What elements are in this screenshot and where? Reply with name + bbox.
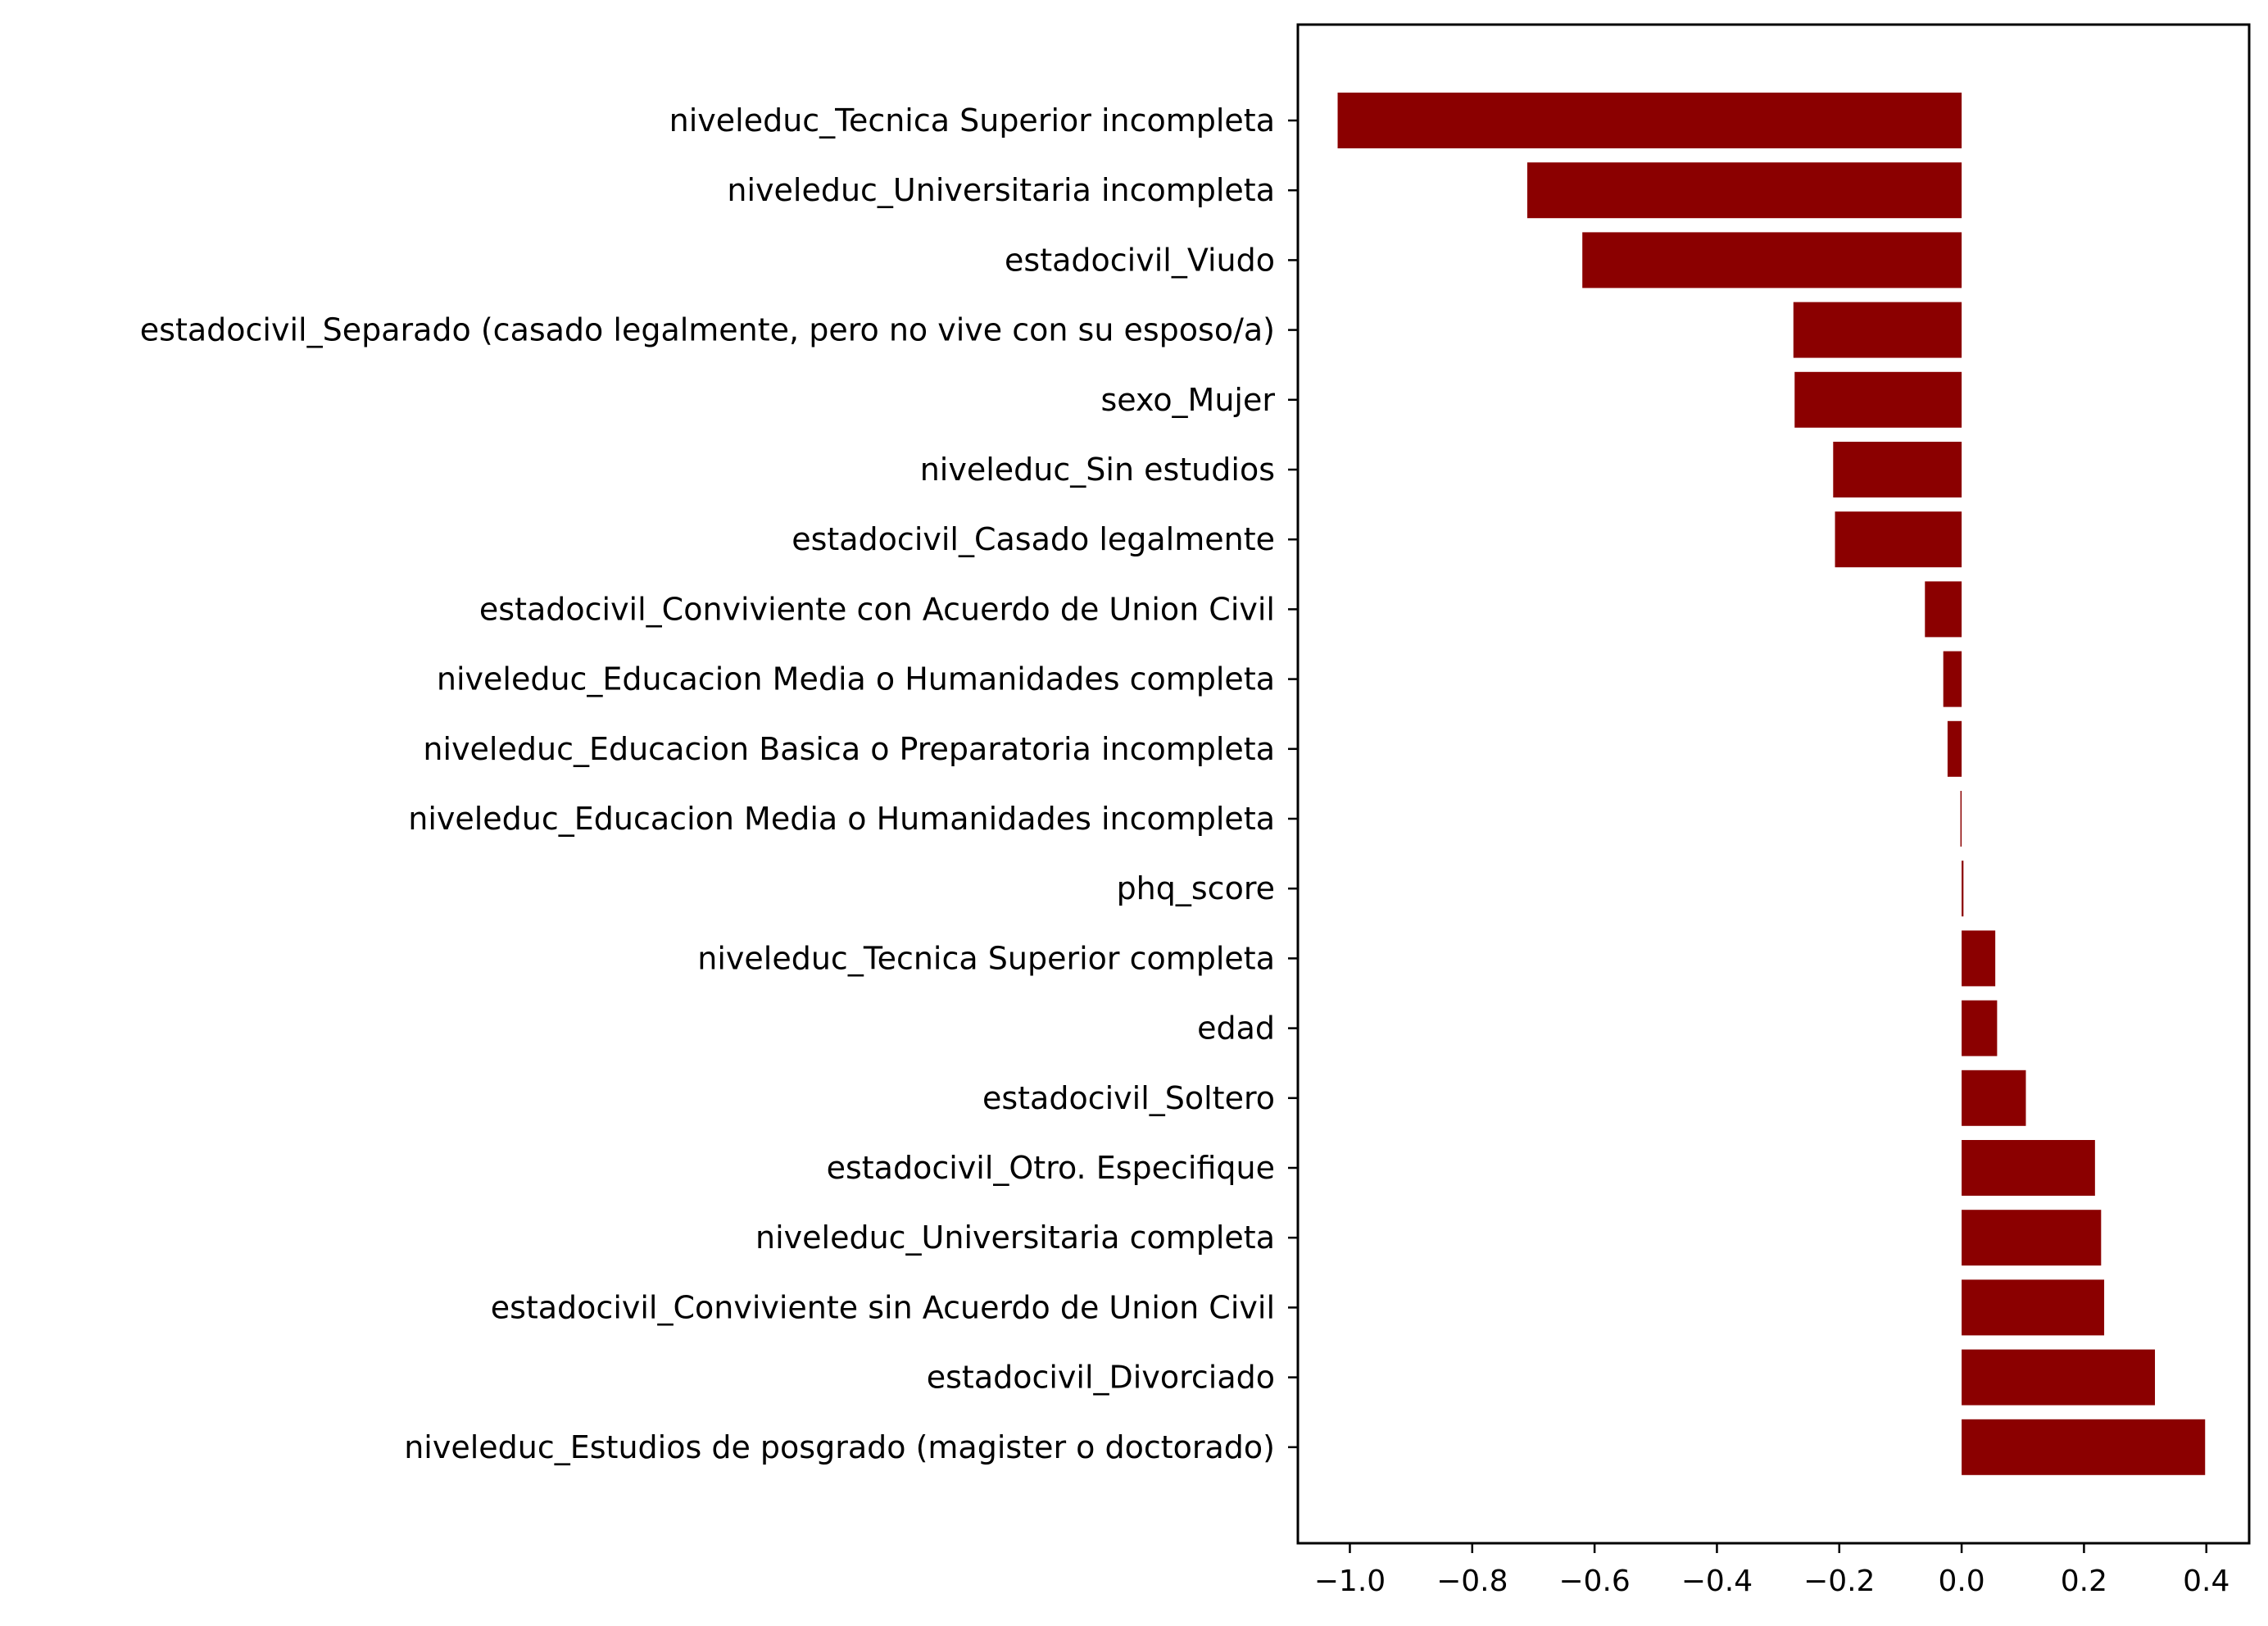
y-tick-label: niveleduc_Universitaria completa bbox=[755, 1220, 1275, 1256]
x-tick-label: −0.6 bbox=[1558, 1565, 1630, 1598]
x-tick-label: 0.4 bbox=[2183, 1565, 2229, 1598]
plot-area-frame bbox=[1296, 23, 2251, 1545]
y-tick-label: estadocivil_Casado legalmente bbox=[792, 521, 1275, 557]
y-tick-label: niveleduc_Tecnica Superior incompleta bbox=[669, 102, 1275, 139]
bar bbox=[1943, 651, 1962, 707]
bar bbox=[1582, 232, 1962, 288]
y-tick-label: sexo_Mujer bbox=[1100, 382, 1275, 418]
y-tick-label: estadocivil_Conviviente con Acuerdo de U… bbox=[479, 591, 1275, 627]
x-tick-label: 0.0 bbox=[1938, 1565, 1984, 1598]
y-tick-label: estadocivil_Otro. Especifique bbox=[827, 1150, 1275, 1186]
y-tick-label: estadocivil_Separado (casado legalmente,… bbox=[140, 312, 1275, 348]
x-tick-label: −0.8 bbox=[1436, 1565, 1508, 1598]
y-tick-label: phq_score bbox=[1117, 870, 1275, 906]
x-tick-label: −1.0 bbox=[1314, 1565, 1386, 1598]
y-tick-label: estadocivil_Divorciado bbox=[927, 1360, 1275, 1396]
bar bbox=[1947, 720, 1962, 777]
y-tick-label: niveleduc_Estudios de posgrado (magister… bbox=[404, 1429, 1275, 1465]
y-tick-label: edad bbox=[1197, 1011, 1275, 1047]
bars-layer bbox=[1337, 93, 2206, 1475]
x-tick-label: −0.2 bbox=[1803, 1565, 1875, 1598]
bar bbox=[1925, 581, 1962, 638]
x-tick-label: 0.2 bbox=[2061, 1565, 2107, 1598]
bar bbox=[1337, 93, 1962, 148]
bar bbox=[1962, 1279, 2105, 1336]
bar bbox=[1962, 930, 1996, 987]
bar bbox=[1794, 371, 1962, 428]
bar bbox=[1962, 861, 1964, 917]
bar bbox=[1835, 511, 1962, 568]
bar bbox=[1793, 302, 1962, 358]
bar bbox=[1526, 162, 1962, 219]
bar bbox=[1962, 1349, 2156, 1406]
bar bbox=[1962, 1140, 2095, 1196]
bar bbox=[1962, 1070, 2026, 1126]
y-tick-label: niveleduc_Universitaria incompleta bbox=[727, 172, 1275, 208]
y-tick-label: niveleduc_Educacion Media o Humanidades … bbox=[437, 661, 1275, 697]
bar bbox=[1962, 1210, 2102, 1266]
y-tick-label: niveleduc_Educacion Media o Humanidades … bbox=[408, 801, 1275, 837]
y-tick-label: niveleduc_Sin estudios bbox=[920, 452, 1275, 488]
y-axis: niveleduc_Tecnica Superior incompleta niv… bbox=[140, 102, 1298, 1465]
y-tick-label: niveleduc_Tecnica Superior completa bbox=[697, 940, 1275, 976]
x-axis: −1.0 −0.8 −0.6 −0.4 −0.2 0.0 0.2 0.4 bbox=[1314, 1543, 2229, 1598]
bar bbox=[1833, 442, 1962, 497]
y-tick-label: niveleduc_Educacion Basica o Preparatori… bbox=[423, 731, 1275, 767]
y-tick-label: estadocivil_Soltero bbox=[982, 1080, 1275, 1116]
y-tick-label: estadocivil_Viudo bbox=[1005, 242, 1275, 278]
x-tick-label: −0.4 bbox=[1681, 1565, 1753, 1598]
bar bbox=[1960, 791, 1962, 847]
bar bbox=[1962, 1419, 2206, 1475]
bar bbox=[1962, 1000, 1998, 1056]
y-tick-label: estadocivil_Conviviente sin Acuerdo de U… bbox=[491, 1289, 1275, 1325]
